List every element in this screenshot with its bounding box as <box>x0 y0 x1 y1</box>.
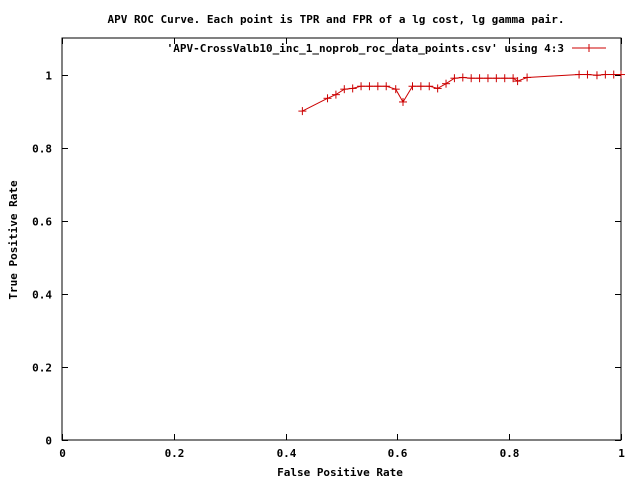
x-tick-label: 0.4 <box>277 447 297 460</box>
x-tick-label: 0.8 <box>500 447 520 460</box>
data-point <box>450 74 459 83</box>
data-point <box>583 70 592 79</box>
data-point <box>398 97 407 106</box>
data-point <box>391 85 400 94</box>
x-tick-label: 0 <box>59 447 66 460</box>
data-point <box>357 82 366 91</box>
series-layer <box>298 70 625 116</box>
data-point <box>492 74 501 83</box>
data-point <box>416 82 425 91</box>
data-point <box>340 85 349 94</box>
data-point <box>500 74 509 83</box>
data-point <box>323 94 332 103</box>
data-point <box>408 82 417 91</box>
plot-border <box>61 37 622 441</box>
data-point <box>382 82 391 91</box>
data-point <box>467 74 476 83</box>
chart-title: APV ROC Curve. Each point is TPR and FPR… <box>108 13 565 26</box>
x-tick-label: 0.6 <box>388 447 408 460</box>
x-tick-label: 1 <box>618 447 625 460</box>
data-point <box>592 71 601 80</box>
y-tick-label: 0 <box>45 435 52 448</box>
data-point <box>425 82 434 91</box>
y-tick-label: 0.2 <box>32 362 52 375</box>
data-point <box>365 82 374 91</box>
x-axis-label: False Positive Rate <box>277 466 403 479</box>
data-point <box>442 79 451 88</box>
data-point <box>513 77 522 86</box>
data-point <box>433 84 442 93</box>
data-point <box>483 74 492 83</box>
data-point <box>373 82 382 91</box>
y-tick-label: 0.4 <box>32 289 52 302</box>
y-tick-label: 1 <box>45 70 52 83</box>
data-point <box>575 70 584 79</box>
data-point <box>298 107 307 116</box>
data-point <box>509 74 518 83</box>
series-line <box>302 74 621 112</box>
data-point <box>601 70 610 79</box>
x-tick-label: 0.2 <box>165 447 185 460</box>
y-axis-label: True Positive Rate <box>7 180 20 300</box>
data-point <box>458 73 467 82</box>
y-tick-label: 0.6 <box>32 216 52 229</box>
axes-layer: 0 0.2 0.4 0.6 0.8 1 0 0.2 0.4 0.6 0.8 1 <box>32 37 625 460</box>
data-point <box>331 90 340 99</box>
data-point <box>617 70 625 79</box>
data-point <box>609 70 618 79</box>
legend: 'APV-CrossValb10_inc_1_noprob_roc_data_p… <box>167 42 606 55</box>
legend-marker-plus <box>585 44 593 52</box>
y-tick-label: 0.8 <box>32 143 52 156</box>
legend-series-label: 'APV-CrossValb10_inc_1_noprob_roc_data_p… <box>167 42 564 55</box>
data-point <box>348 84 357 93</box>
legend-marker <box>585 44 593 52</box>
data-point <box>523 73 532 82</box>
data-point <box>475 74 484 83</box>
